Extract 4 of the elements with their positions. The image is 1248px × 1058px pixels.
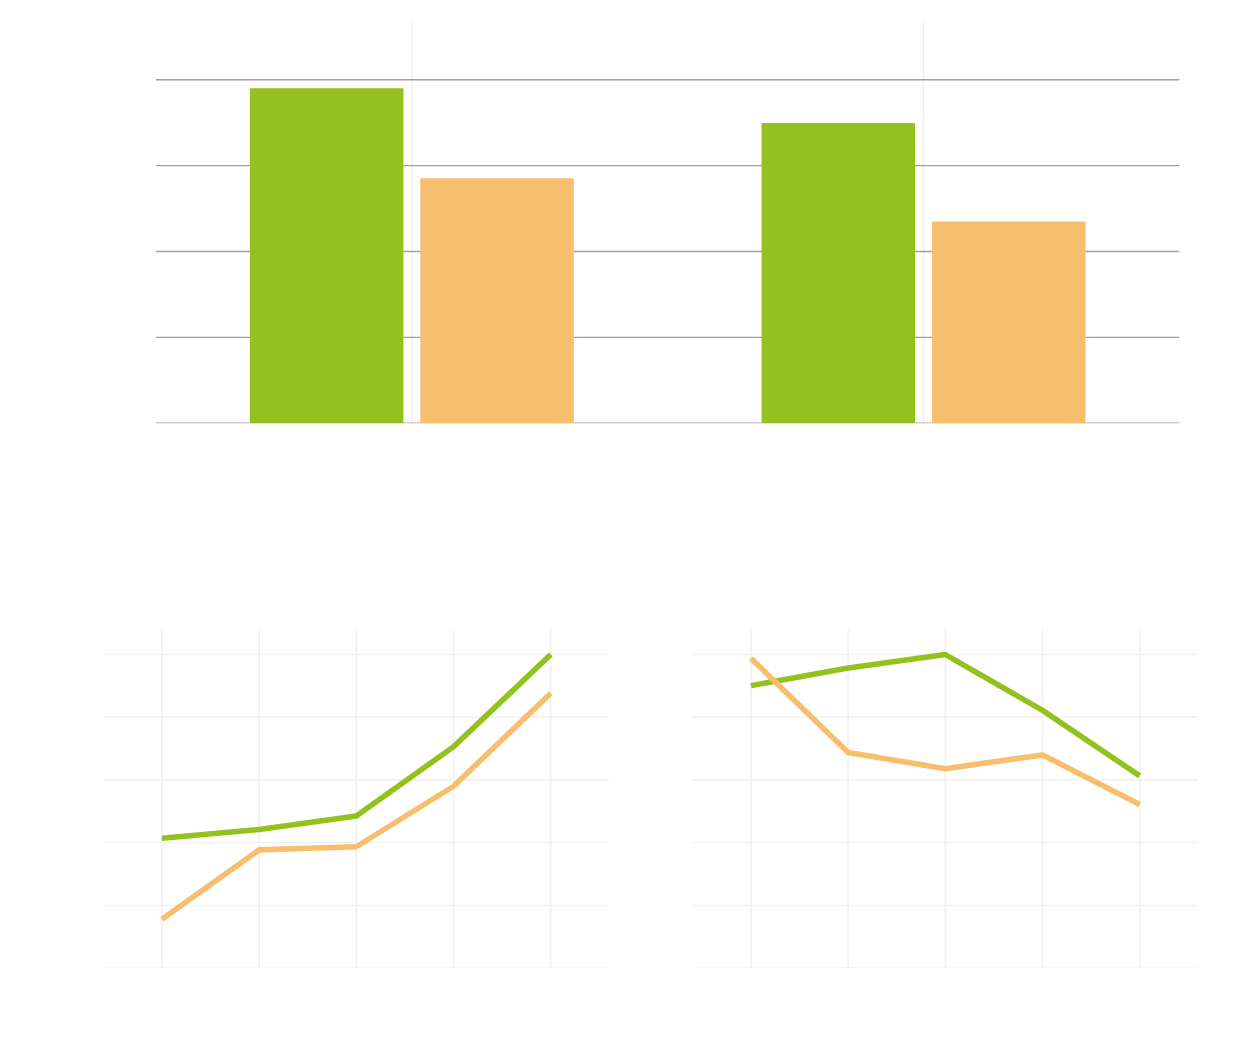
bar <box>420 178 574 424</box>
bar <box>931 221 1086 424</box>
bar <box>761 123 916 424</box>
bar <box>249 88 404 424</box>
